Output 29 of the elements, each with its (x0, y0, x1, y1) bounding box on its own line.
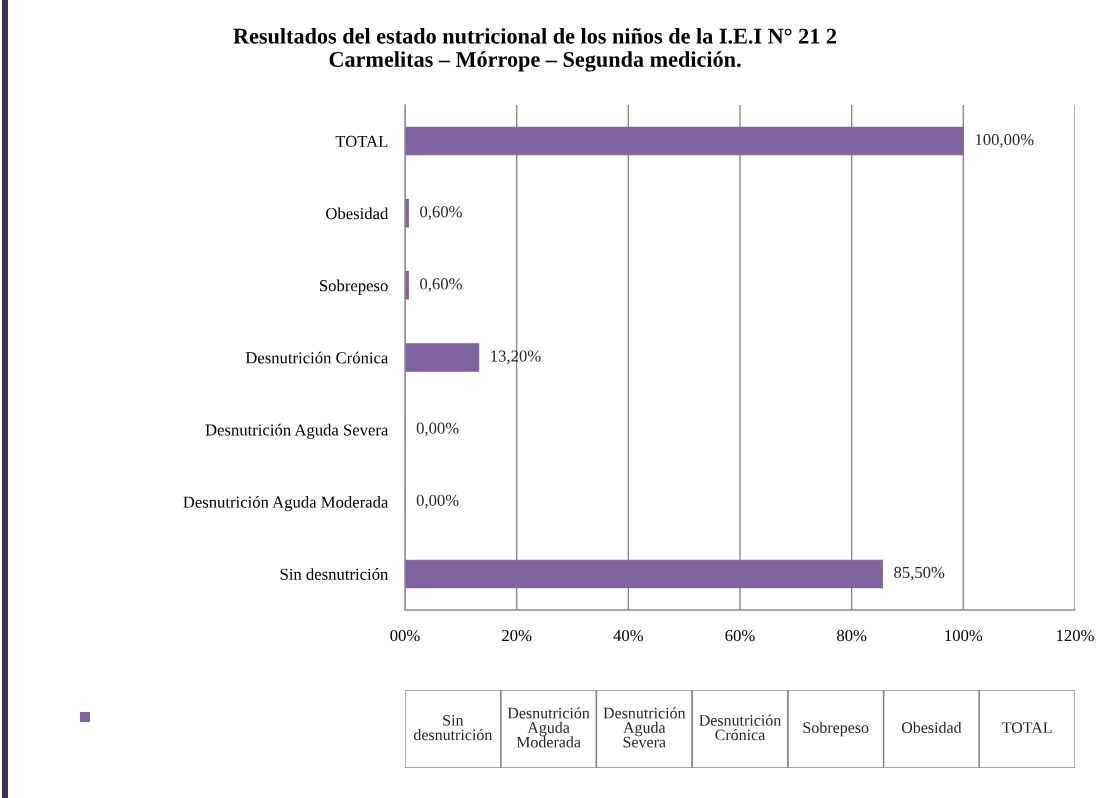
y-tick-label: Desnutrición Aguda Severa (205, 423, 389, 440)
x-tick-label: 40% (613, 629, 644, 642)
data-label: 0,60% (420, 206, 462, 220)
x-tick-label: 20% (502, 629, 532, 642)
category-label: TOTAL (1002, 722, 1052, 733)
x-tick-label: 60% (725, 629, 755, 642)
x-tick-label: 80% (837, 629, 867, 642)
y-tick-label: Desnutrición Crónica (245, 351, 389, 364)
chart-title: Resultados del estado nutricional de los niños de la I.E.I N° 21 2 Carmelitas – Mórrope – Segunda medición. (233, 27, 837, 72)
data-label: 0,60% (420, 278, 462, 292)
category-label: Sin desnutrición (413, 715, 493, 741)
x-tick-label: 120% (1057, 629, 1094, 642)
y-tick-label: TOTAL (335, 135, 388, 148)
category-label: Sobrepeso (803, 721, 869, 737)
x-tick-label: 100% (945, 629, 983, 642)
data-label: 100,00% (975, 134, 1034, 148)
category-label: Desnutrición Aguda Moderada (507, 707, 590, 748)
data-label: 85,50% (894, 566, 945, 581)
data-label: 0,00% (416, 422, 459, 437)
data-label: 0,00% (416, 494, 459, 509)
x-tick-label: 00% (390, 629, 420, 642)
data-label: 13,20% (491, 350, 541, 365)
category-label: Desnutrición Aguda Severa (603, 707, 686, 748)
y-tick-label: Sobrepeso (320, 279, 388, 295)
y-tick-label: Sin desnutrición (280, 568, 389, 580)
category-label: Obesidad (901, 721, 962, 733)
y-tick-label: Desnutrición Aguda Moderada (183, 495, 389, 512)
category-label: Desnutrición Crónica (699, 714, 782, 741)
y-tick-label: Obesidad (326, 207, 389, 220)
